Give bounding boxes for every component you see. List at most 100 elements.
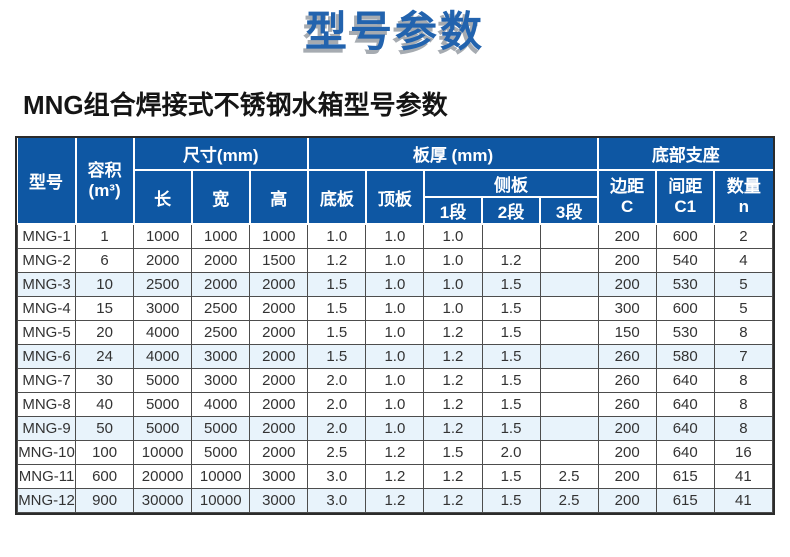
spacing-label-line2: C1 [674,197,697,217]
cell-width: 10000 [191,463,251,489]
table-row: MNG-1 1 1000 1000 1000 1.0 1.0 1.0 200 600 2 [16,223,774,249]
cell-side-seg3 [539,223,599,249]
table-row: MNG-12 900 30000 10000 3000 3.0 1.2 1.2 1.5 2.5 20… [16,487,774,513]
table-row: MNG-5 20 4000 2500 2000 1.5 1.0 1.2 1.5 150 530 8 [16,319,774,345]
cell-side-seg1: 1.0 [423,223,483,249]
cell-length: 5000 [133,415,193,441]
cell-length: 4000 [133,343,193,369]
cell-side-seg3: 2.5 [539,487,599,513]
spec-table-container: 型号 容积 (m³) 尺寸(mm) 板厚 (mm) 底部支座 长 宽 高 底板 … [15,136,775,515]
cell-top-plate: 1.0 [365,415,425,441]
cell-volume: 100 [75,439,135,465]
spec-table: 型号 容积 (m³) 尺寸(mm) 板厚 (mm) 底部支座 长 宽 高 底板 … [16,138,774,513]
cell-top-plate: 1.2 [365,439,425,465]
cell-edge-c: 200 [597,439,657,465]
col-group-side-plate: 侧板 [422,169,600,199]
cell-width: 2500 [191,319,251,345]
cell-qty-n: 41 [713,487,774,513]
cell-volume: 50 [75,415,135,441]
cell-side-seg3 [539,295,599,321]
cell-qty-n: 8 [713,367,774,393]
cell-spacing-c1: 530 [655,319,715,345]
cell-bottom-plate: 1.2 [307,247,367,273]
table-row: MNG-8 40 5000 4000 2000 2.0 1.0 1.2 1.5 260 640 8 [16,391,774,417]
cell-side-seg3 [539,367,599,393]
table-row: MNG-11 600 20000 10000 3000 3.0 1.2 1.2 1.5 2.5 20… [16,463,774,489]
qty-label-line2: n [738,197,750,217]
cell-model: MNG-11 [16,463,77,489]
cell-side-seg2: 1.5 [481,319,541,345]
cell-qty-n: 8 [713,415,774,441]
cell-side-seg1: 1.2 [423,367,483,393]
cell-side-seg2: 2.0 [481,439,541,465]
cell-side-seg1: 1.2 [423,463,483,489]
volume-label-line1: 容积 [87,160,122,180]
cell-height: 2000 [249,391,309,417]
cell-qty-n: 16 [713,439,774,465]
table-row: MNG-3 10 2500 2000 2000 1.5 1.0 1.0 1.5 200 530 5 [16,271,774,297]
col-group-thickness: 板厚 (mm) [306,138,600,172]
cell-model: MNG-1 [16,223,77,249]
table-row: MNG-4 15 3000 2500 2000 1.5 1.0 1.0 1.5 300 600 5 [16,295,774,321]
cell-side-seg2: 1.5 [481,415,541,441]
cell-side-seg1: 1.0 [423,271,483,297]
cell-side-seg1: 1.2 [423,487,483,513]
col-group-support: 底部支座 [597,138,773,172]
cell-top-plate: 1.2 [365,463,425,489]
cell-width: 2500 [191,295,251,321]
cell-side-seg1: 1.2 [423,391,483,417]
cell-spacing-c1: 615 [655,487,715,513]
cell-side-seg3 [539,439,599,465]
table-row: MNG-7 30 5000 3000 2000 2.0 1.0 1.2 1.5 260 640 8 [16,367,774,393]
cell-spacing-c1: 640 [655,391,715,417]
cell-width: 5000 [191,439,251,465]
col-header-bottom-plate: 底板 [306,169,367,226]
cell-side-seg2: 1.5 [481,271,541,297]
cell-side-seg2: 1.5 [481,343,541,369]
cell-volume: 20 [75,319,135,345]
cell-volume: 24 [75,343,135,369]
cell-width: 2000 [191,247,251,273]
cell-qty-n: 4 [713,247,774,273]
page-title: 型号参数 [304,8,485,55]
cell-spacing-c1: 640 [655,439,715,465]
col-header-seg2: 2段 [480,196,542,226]
cell-edge-c: 260 [597,391,657,417]
cell-volume: 15 [75,295,135,321]
col-header-edge-c: 边距 C [597,169,658,226]
cell-bottom-plate: 1.0 [307,223,367,249]
cell-edge-c: 260 [597,367,657,393]
col-header-width: 宽 [190,169,251,226]
edge-label-line2: C [621,197,634,217]
cell-model: MNG-9 [16,415,77,441]
col-header-qty-n: 数量 n [713,169,773,226]
cell-volume: 40 [75,391,135,417]
header-row-groups: 型号 容积 (m³) 尺寸(mm) 板厚 (mm) 底部支座 [17,138,773,226]
cell-width: 5000 [191,415,251,441]
cell-side-seg3 [539,319,599,345]
cell-edge-c: 200 [597,223,657,249]
cell-volume: 1 [75,223,135,249]
cell-height: 1000 [249,223,309,249]
cell-volume: 30 [75,367,135,393]
cell-volume: 10 [75,271,135,297]
cell-height: 1500 [249,247,309,273]
cell-bottom-plate: 3.0 [307,463,367,489]
cell-height: 2000 [249,271,309,297]
cell-side-seg2: 1.5 [481,367,541,393]
page: 型号参数 MNG组合焊接式不锈钢水箱型号参数 型号 容积 (m³) 尺寸(mm)… [0,6,790,515]
cell-side-seg1: 1.2 [423,343,483,369]
cell-side-seg2: 1.5 [481,487,541,513]
col-header-spacing-c1: 间距 C1 [655,169,716,226]
cell-height: 2000 [249,367,309,393]
cell-length: 1000 [133,223,193,249]
cell-bottom-plate: 2.0 [307,367,367,393]
cell-length: 2500 [133,271,193,297]
cell-qty-n: 8 [713,319,774,345]
volume-label-line2: (m³) [88,180,121,200]
cell-width: 3000 [191,343,251,369]
cell-top-plate: 1.0 [365,343,425,369]
cell-spacing-c1: 580 [655,343,715,369]
col-header-model: 型号 [17,138,77,226]
cell-edge-c: 300 [597,295,657,321]
